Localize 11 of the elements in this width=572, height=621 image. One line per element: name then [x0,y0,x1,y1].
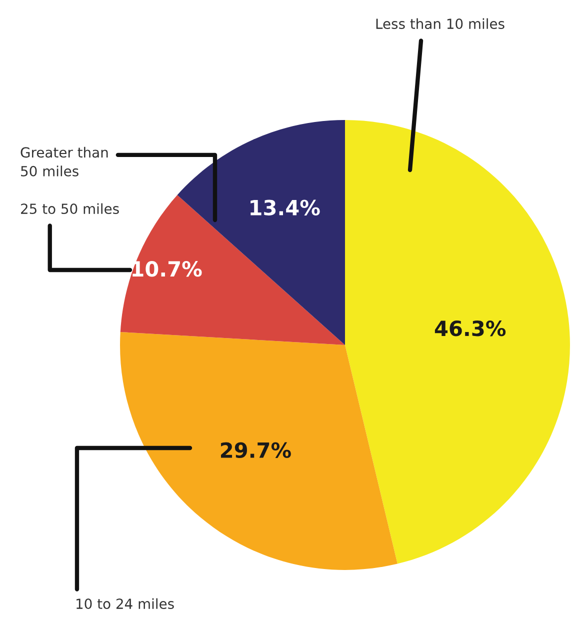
data-label: 29.7% [220,442,291,458]
slice-label: Greater than 50 miles [20,146,108,176]
data-label: 46.3% [434,320,506,336]
pie-slice [345,120,570,564]
pie-slice [120,195,345,345]
slice-label: Less than 10 miles [376,18,504,30]
slice-label: 10 to 24 miles [76,598,174,610]
pie-slice [120,332,398,570]
data-label: 13.4% [250,200,320,216]
slice-label: 25 to 50 miles [21,203,119,214]
data-label: 10.7% [132,261,202,277]
